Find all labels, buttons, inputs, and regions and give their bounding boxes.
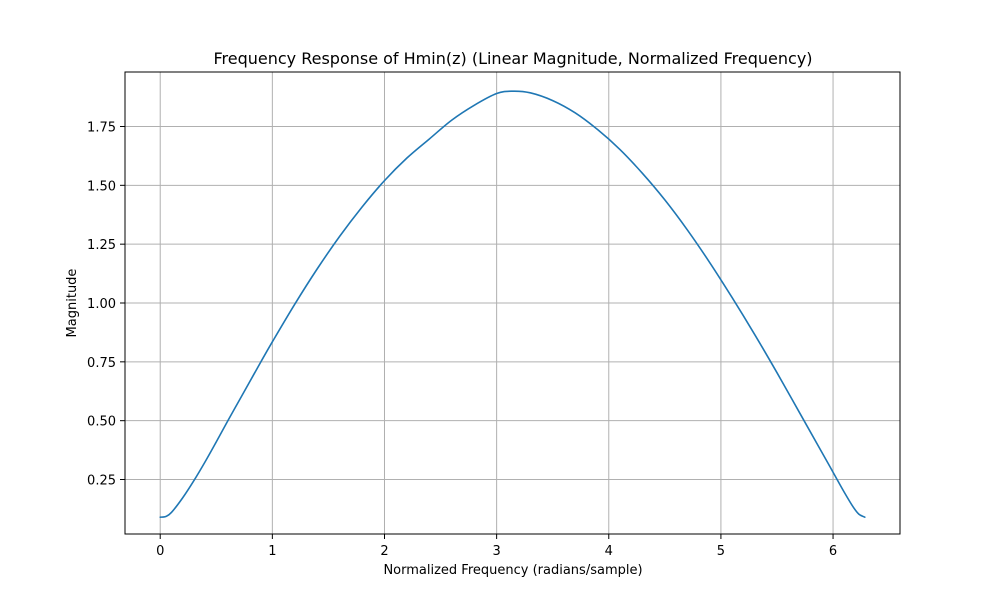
x-tick-label: 2: [380, 544, 388, 559]
y-tick-label: 1.75: [87, 120, 116, 135]
x-axis-ticks: 0 1 2 3 4 5 6: [156, 534, 837, 559]
y-axis-ticks: 0.25 0.50 0.75 1.00 1.25 1.50 1.75: [87, 120, 125, 489]
y-axis-label: Magnitude: [65, 269, 80, 338]
y-tick-label: 1.25: [87, 238, 116, 253]
y-tick-label: 1.50: [87, 179, 116, 194]
y-tick-label: 0.25: [87, 474, 116, 489]
x-tick-label: 0: [156, 544, 164, 559]
x-tick-label: 4: [605, 544, 613, 559]
y-tick-label: 0.75: [87, 356, 116, 371]
x-tick-label: 5: [717, 544, 725, 559]
x-tick-label: 1: [268, 544, 276, 559]
x-axis-label: Normalized Frequency (radians/sample): [383, 563, 642, 578]
x-tick-label: 3: [492, 544, 500, 559]
series-layer: [159, 90, 866, 518]
x-tick-label: 6: [829, 544, 837, 559]
magnitude-line: [159, 90, 866, 518]
y-tick-label: 1.00: [87, 297, 116, 312]
chart-title: Frequency Response of Hmin(z) (Linear Ma…: [213, 49, 812, 68]
y-tick-label: 0.50: [87, 415, 116, 430]
grid-lines: [125, 72, 900, 534]
